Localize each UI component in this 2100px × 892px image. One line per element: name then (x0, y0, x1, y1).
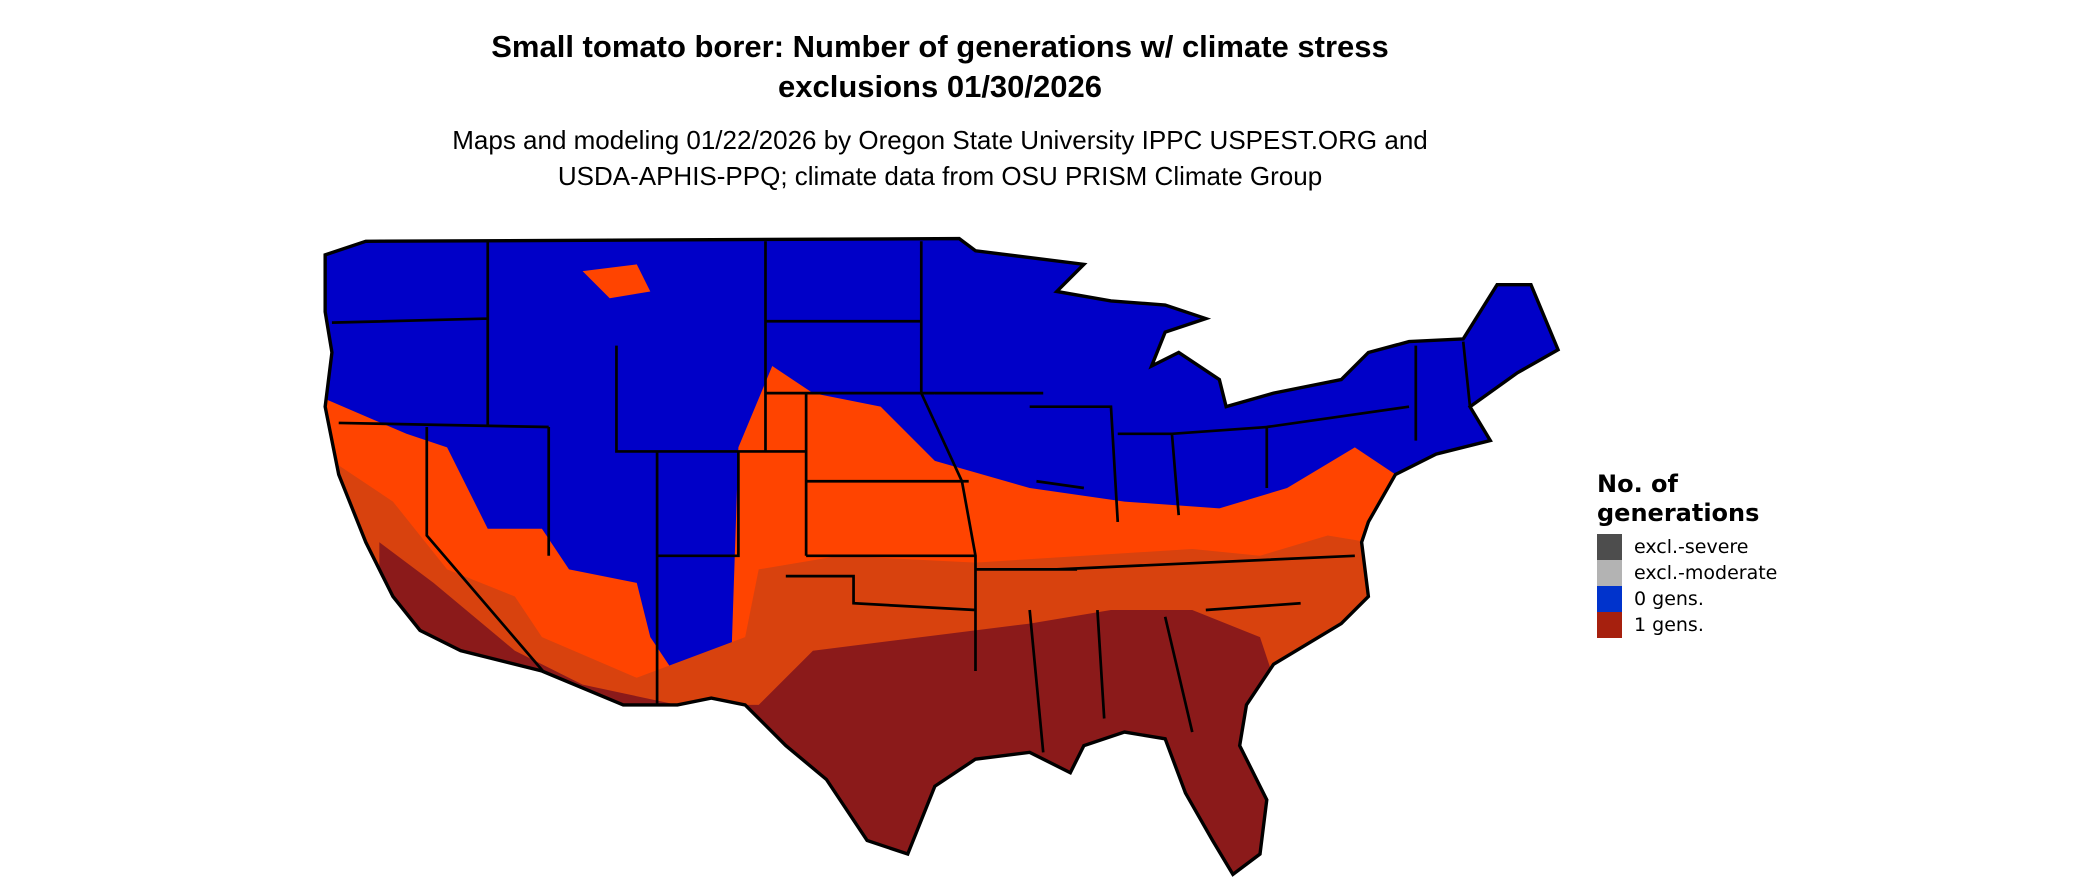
map-title-line-2: exclusions 01/30/2026 (777, 69, 1102, 104)
legend-title-line-2: generations (1597, 499, 1760, 527)
legend-item-0-gens: 0 gens. (1597, 586, 1777, 612)
map-title-line-1: Small tomato borer: Number of generation… (491, 29, 1389, 64)
legend-label: 0 gens. (1634, 588, 1704, 610)
state-borders (331, 241, 1472, 753)
legend-label: excl.-severe (1634, 536, 1749, 558)
legend-swatch (1597, 560, 1622, 586)
legend-item-excl-severe: excl.-severe (1597, 534, 1777, 560)
map-subtitle-line-1: Maps and modeling 01/22/2026 by Oregon S… (452, 125, 1428, 155)
legend-label: 1 gens. (1634, 614, 1704, 636)
legend-label: excl.-moderate (1634, 562, 1778, 584)
legend-swatch (1597, 612, 1622, 638)
legend-swatch (1597, 586, 1622, 612)
legend-item-excl-moderate: excl.-moderate (1597, 560, 1777, 586)
legend-swatch (1597, 534, 1622, 560)
zone-1-gen-white-sands (582, 264, 651, 299)
map-subtitle-line-2: USDA-APHIS-PPQ; climate data from OSU PR… (557, 161, 1323, 191)
legend-title-line-1: No. of (1597, 470, 1678, 498)
us-outline (323, 236, 1561, 877)
legend-item-1-gens: 1 gens. (1597, 612, 1777, 638)
legend: No. of generations excl.-severe excl.-mo… (1597, 470, 1777, 638)
